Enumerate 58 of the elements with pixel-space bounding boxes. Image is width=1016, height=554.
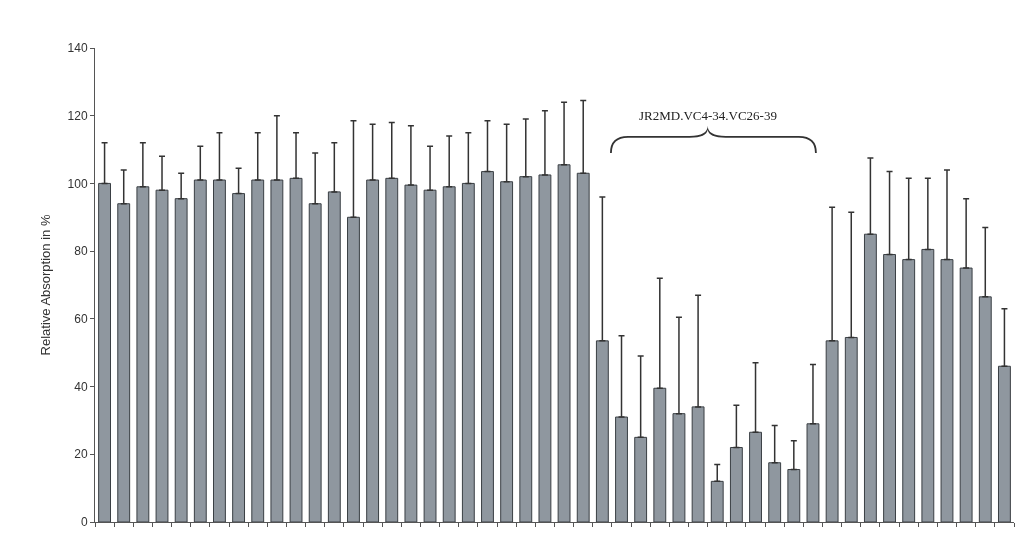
y-tick-label: 60 bbox=[74, 312, 88, 327]
bar bbox=[270, 179, 284, 522]
bar bbox=[232, 193, 246, 522]
bar bbox=[806, 423, 820, 522]
bar bbox=[634, 436, 648, 522]
bar bbox=[404, 184, 418, 522]
bar bbox=[921, 248, 935, 522]
y-axis-title: Relative Absorption in % bbox=[37, 214, 53, 356]
bar bbox=[768, 462, 782, 522]
bar bbox=[576, 172, 590, 522]
y-tick-label: 40 bbox=[74, 379, 88, 394]
bar bbox=[385, 177, 399, 522]
bar bbox=[672, 413, 686, 522]
bar bbox=[155, 189, 169, 522]
bar bbox=[500, 181, 514, 522]
bar bbox=[595, 340, 609, 522]
bar bbox=[710, 480, 724, 522]
bar bbox=[844, 336, 858, 522]
y-tick-label: 120 bbox=[67, 108, 88, 123]
bar bbox=[442, 186, 456, 522]
bar bbox=[883, 254, 896, 522]
y-tick-label: 20 bbox=[74, 447, 88, 462]
y-tick-label: 0 bbox=[80, 515, 88, 530]
bar bbox=[174, 198, 188, 522]
bar bbox=[347, 216, 360, 522]
bar bbox=[825, 340, 839, 522]
bar bbox=[538, 174, 552, 522]
bar bbox=[557, 164, 571, 522]
annotation: JR2MD.VC4-34.VC26-39 bbox=[639, 108, 777, 123]
bar bbox=[978, 296, 992, 522]
bar bbox=[117, 203, 131, 522]
y-tick-label: 100 bbox=[67, 176, 88, 191]
bar bbox=[997, 365, 1011, 522]
bar bbox=[940, 259, 954, 522]
bar bbox=[902, 259, 916, 522]
bar bbox=[461, 182, 475, 522]
bar bbox=[366, 179, 380, 522]
bar bbox=[653, 387, 667, 522]
bar bbox=[423, 189, 437, 522]
bar bbox=[519, 176, 533, 522]
bar bbox=[213, 179, 226, 522]
bar bbox=[289, 177, 303, 522]
bar bbox=[749, 431, 762, 522]
bar bbox=[787, 469, 801, 522]
bar bbox=[615, 416, 628, 522]
bar bbox=[863, 233, 877, 522]
bar bbox=[959, 267, 973, 522]
bar bbox=[691, 406, 705, 522]
bar bbox=[193, 179, 207, 522]
bar bbox=[729, 447, 743, 522]
bar bbox=[327, 191, 341, 522]
y-tick-label: 140 bbox=[67, 41, 88, 56]
bar bbox=[308, 203, 322, 522]
bar bbox=[136, 186, 150, 522]
y-tick-label: 80 bbox=[74, 244, 88, 259]
bar bbox=[481, 171, 494, 522]
bar bbox=[98, 182, 112, 522]
bar bbox=[251, 179, 265, 522]
